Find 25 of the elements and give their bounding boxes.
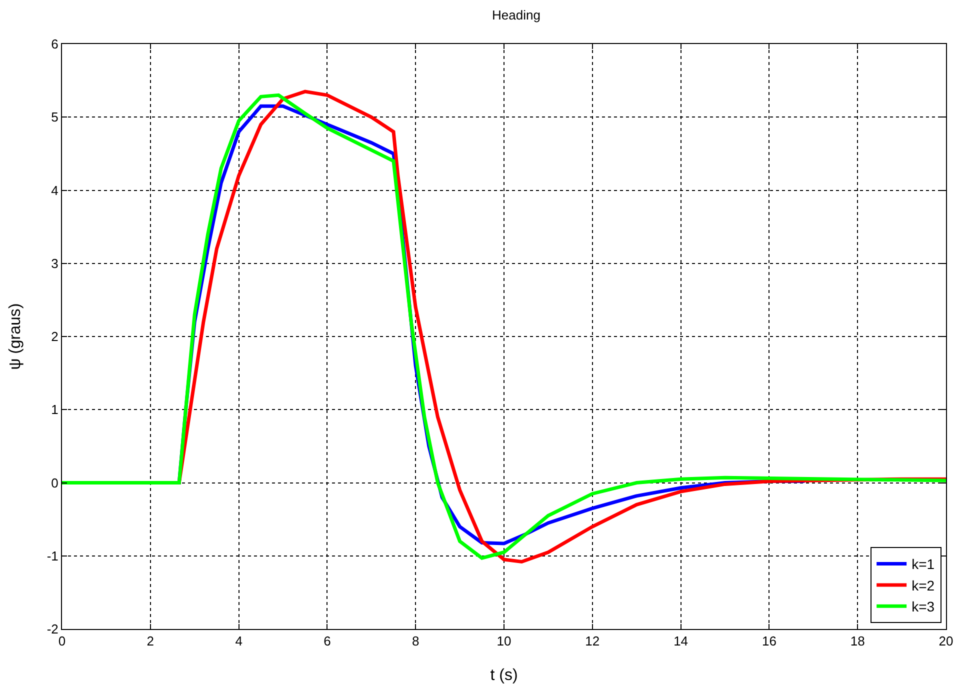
- y-tick-label: 6: [51, 36, 58, 52]
- x-tick-label: 14: [674, 634, 688, 649]
- chart-title: Heading: [492, 7, 540, 22]
- x-tick-label: 16: [762, 634, 776, 649]
- x-tick-label: 8: [412, 634, 420, 649]
- y-tick-label: 0: [51, 475, 58, 490]
- y-tick-label: 2: [51, 329, 58, 344]
- x-axis-title: t (s): [490, 667, 518, 684]
- y-tick-label: 3: [51, 256, 58, 271]
- x-tick-label: 12: [585, 634, 600, 649]
- y-tick-label: -1: [46, 548, 58, 564]
- y-tick-label: 5: [51, 110, 58, 125]
- x-tick-label: 10: [496, 634, 512, 649]
- x-tick-label: 4: [235, 634, 242, 649]
- x-tick-label: 20: [938, 634, 954, 649]
- x-tick-label: 18: [850, 634, 865, 649]
- y-tick-label: -2: [46, 622, 58, 637]
- x-tick-label: 6: [324, 634, 331, 649]
- legend-label: k=3: [912, 598, 935, 615]
- y-tick-label: 4: [51, 182, 58, 198]
- y-axis-title: ψ (graus): [7, 303, 24, 370]
- x-tick-label: 2: [146, 634, 154, 649]
- legend-label: k=1: [912, 556, 935, 572]
- y-tick-label: 1: [51, 402, 58, 418]
- legend-label: k=2: [912, 577, 935, 594]
